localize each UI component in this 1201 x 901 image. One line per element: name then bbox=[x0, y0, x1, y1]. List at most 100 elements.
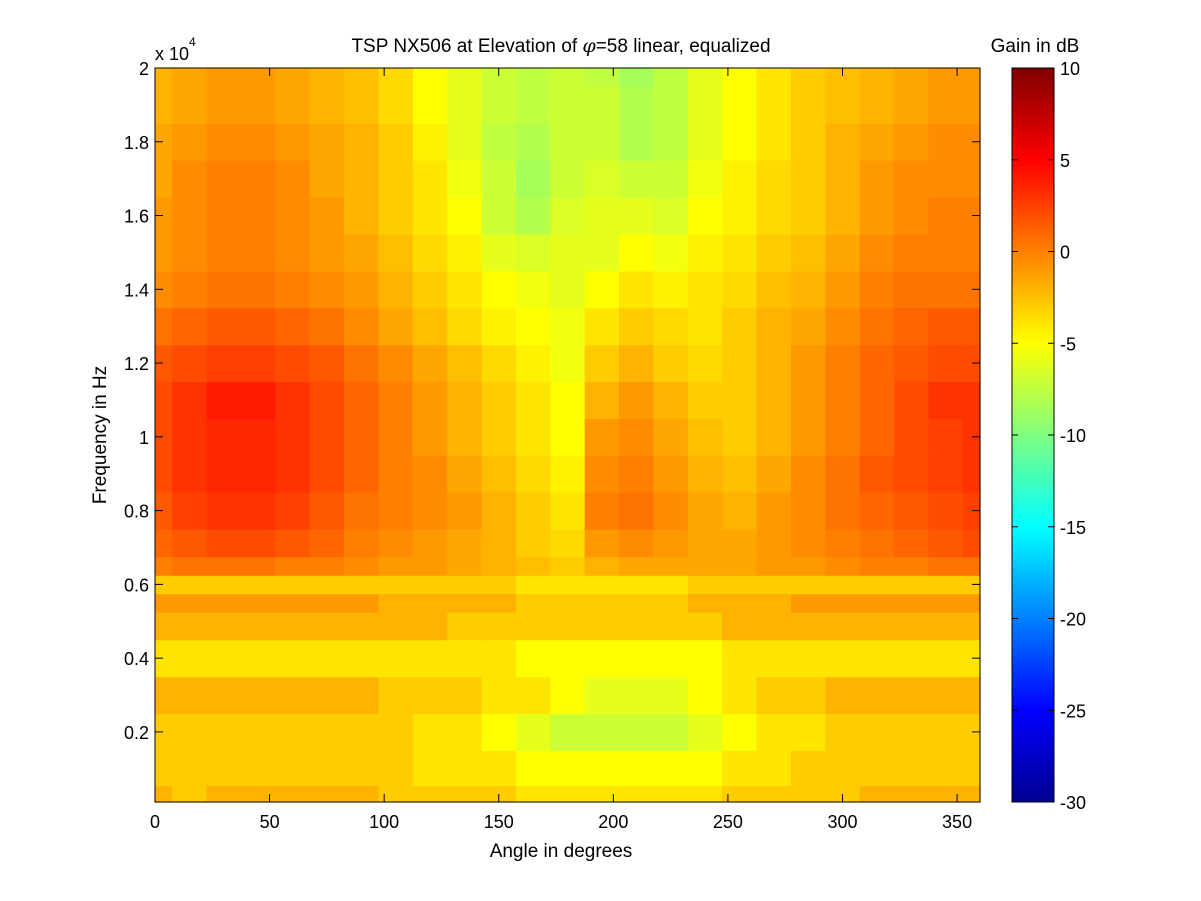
heatmap-cell bbox=[412, 785, 448, 803]
heatmap-cell bbox=[447, 612, 483, 641]
heatmap-cell bbox=[962, 233, 981, 272]
heatmap-cell bbox=[447, 381, 483, 419]
heatmap-cell bbox=[687, 455, 723, 493]
heatmap-cell bbox=[928, 612, 964, 641]
heatmap-cell bbox=[240, 529, 276, 558]
heatmap-cell bbox=[687, 713, 723, 751]
heatmap-cell bbox=[172, 575, 208, 595]
heatmap-cell bbox=[756, 381, 792, 419]
heatmap-cell bbox=[275, 455, 311, 493]
heatmap-cell bbox=[481, 612, 517, 641]
heatmap-cell bbox=[825, 529, 861, 558]
heatmap-cell bbox=[619, 492, 655, 530]
heatmap-cell bbox=[515, 197, 551, 235]
heatmap-cell bbox=[515, 676, 551, 715]
heatmap-cell bbox=[155, 676, 173, 715]
heatmap-cell bbox=[412, 86, 448, 124]
heatmap-cell bbox=[722, 418, 758, 456]
x-tick-label: 300 bbox=[827, 812, 857, 832]
heatmap-cell bbox=[790, 197, 826, 235]
heatmap-cell bbox=[206, 68, 242, 88]
heatmap-cell bbox=[515, 86, 551, 124]
heatmap-cell bbox=[378, 492, 414, 530]
heatmap-cell bbox=[344, 529, 380, 558]
heatmap-cell bbox=[790, 344, 826, 383]
x-tick-label: 350 bbox=[942, 812, 972, 832]
heatmap-cell bbox=[155, 344, 173, 383]
y-tick-label: 0.2 bbox=[124, 723, 149, 743]
heatmap-cell bbox=[687, 492, 723, 530]
heatmap-cell bbox=[447, 676, 483, 715]
heatmap-cell bbox=[928, 785, 964, 803]
heatmap-cell bbox=[412, 713, 448, 751]
heatmap-cell bbox=[619, 455, 655, 493]
heatmap-cell bbox=[515, 68, 551, 88]
heatmap-cell bbox=[756, 233, 792, 272]
heatmap-cell bbox=[155, 556, 173, 576]
heatmap-cell bbox=[344, 593, 380, 613]
heatmap-cell bbox=[515, 713, 551, 751]
heatmap-cell bbox=[859, 123, 895, 161]
heatmap-cell bbox=[447, 492, 483, 530]
heatmap-cell bbox=[447, 307, 483, 346]
heatmap-cell bbox=[240, 381, 276, 419]
heatmap-cell bbox=[309, 676, 345, 715]
heatmap-cell bbox=[962, 492, 981, 530]
heatmap-cell bbox=[825, 86, 861, 124]
heatmap-cell bbox=[515, 750, 551, 786]
colorbar-tick-label: -5 bbox=[1060, 334, 1076, 354]
heatmap-cell bbox=[928, 529, 964, 558]
heatmap-cell bbox=[481, 418, 517, 456]
heatmap-cell bbox=[172, 68, 208, 88]
heatmap-cell bbox=[825, 307, 861, 346]
heatmap-cell bbox=[756, 197, 792, 235]
heatmap-cell bbox=[790, 639, 826, 678]
heatmap-cell bbox=[412, 123, 448, 161]
heatmap-cell bbox=[619, 676, 655, 715]
heatmap-cell bbox=[275, 529, 311, 558]
heatmap-cell bbox=[790, 492, 826, 530]
heatmap-cell bbox=[275, 270, 311, 309]
heatmap-cell bbox=[962, 160, 981, 198]
heatmap-cell bbox=[894, 676, 930, 715]
heatmap-cell bbox=[687, 785, 723, 803]
heatmap-cell bbox=[344, 639, 380, 678]
heatmap-cell bbox=[481, 750, 517, 786]
heatmap-cell bbox=[859, 639, 895, 678]
heatmap-cell bbox=[756, 529, 792, 558]
heatmap-cell bbox=[722, 455, 758, 493]
chart-title-symbol: φ bbox=[582, 35, 596, 57]
heatmap-cell bbox=[653, 381, 689, 419]
heatmap-cell bbox=[859, 575, 895, 595]
heatmap-cell bbox=[962, 593, 981, 613]
heatmap-cell bbox=[412, 381, 448, 419]
colorbar-ticks: 10 5 0 -5 -10 -15 -20 -25 -30 bbox=[1012, 59, 1086, 813]
heatmap-cell bbox=[653, 418, 689, 456]
y-tick-label: 0.4 bbox=[124, 649, 149, 669]
heatmap-cell bbox=[619, 344, 655, 383]
heatmap-cell bbox=[275, 639, 311, 678]
heatmap-cell bbox=[275, 123, 311, 161]
heatmap-cell bbox=[756, 556, 792, 576]
y-tick-label: 1.4 bbox=[124, 280, 149, 300]
heatmap-cell bbox=[378, 160, 414, 198]
heatmap-cell bbox=[619, 270, 655, 309]
heatmap-cell bbox=[447, 233, 483, 272]
heatmap-cell bbox=[275, 676, 311, 715]
heatmap-cell bbox=[722, 68, 758, 88]
heatmap-cell bbox=[756, 612, 792, 641]
heatmap-cell bbox=[447, 750, 483, 786]
heatmap-cell bbox=[344, 160, 380, 198]
heatmap-cell bbox=[309, 86, 345, 124]
heatmap-cell bbox=[447, 556, 483, 576]
heatmap-cell bbox=[275, 307, 311, 346]
heatmap-cell bbox=[447, 86, 483, 124]
heatmap-cell bbox=[172, 123, 208, 161]
heatmap-cell bbox=[619, 160, 655, 198]
heatmap-cell bbox=[481, 639, 517, 678]
heatmap-cell bbox=[687, 307, 723, 346]
heatmap-cell bbox=[962, 270, 981, 309]
heatmap-cell bbox=[722, 612, 758, 641]
heatmap-cell bbox=[962, 785, 981, 803]
